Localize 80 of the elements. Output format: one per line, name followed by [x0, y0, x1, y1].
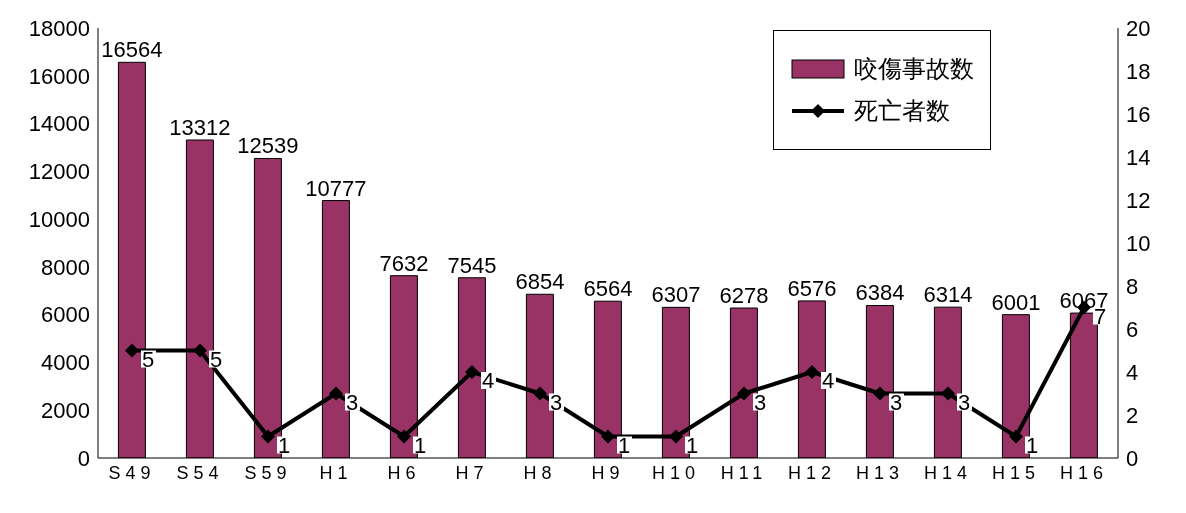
y2-tick-label: 16: [1126, 101, 1151, 127]
y2-tick-label: 14: [1126, 144, 1151, 170]
data-label: 1: [278, 432, 291, 458]
data-label: 1: [414, 432, 427, 458]
y2-tick-label: 6: [1126, 316, 1139, 342]
legend-label: 咬傷事故数: [854, 54, 974, 84]
data-label: 3: [550, 389, 563, 415]
x-tick-label: H11: [720, 462, 768, 483]
point: [601, 429, 615, 444]
point: [805, 365, 819, 379]
data-label: 12539: [237, 133, 299, 159]
data-label: 6307: [651, 282, 701, 308]
data-label: 1: [1026, 432, 1039, 458]
data-label: 6564: [583, 276, 633, 302]
data-label: 3: [346, 389, 359, 415]
data-label: 5: [210, 346, 223, 372]
legend-label: 死亡者数: [854, 96, 950, 126]
point: [261, 429, 275, 444]
y2-tick-label: 2: [1126, 402, 1139, 428]
y-tick-label: 4000: [41, 350, 90, 376]
point: [465, 365, 479, 379]
data-label: 16564: [101, 37, 163, 63]
point: [873, 386, 887, 401]
y-tick-label: 8000: [41, 254, 90, 280]
y-tick-label: 10000: [28, 206, 90, 232]
point: [397, 429, 411, 444]
data-label: 3: [890, 389, 903, 415]
y-tick-label: 6000: [41, 302, 90, 328]
x-tick-label: H14: [923, 462, 973, 483]
point: [737, 386, 751, 401]
y-tick-label: 12000: [28, 159, 90, 185]
data-label: 10777: [305, 175, 367, 201]
x-tick-label: S59: [244, 462, 292, 483]
x-tick-label: H10: [651, 462, 701, 483]
data-label: 3: [958, 389, 971, 415]
x-tick-label: H16: [1059, 462, 1109, 483]
y2-tick-label: 8: [1126, 273, 1139, 299]
x-tick-label: H6: [387, 462, 421, 483]
data-label: 13312: [169, 114, 231, 140]
data-label: 4: [482, 368, 495, 393]
point: [125, 343, 139, 358]
y2-tick-label: 12: [1126, 187, 1151, 213]
x-tick-label: S54: [176, 462, 224, 483]
data-label: 7632: [379, 250, 429, 276]
data-label: 1: [618, 432, 631, 458]
data-label: 6314: [923, 282, 973, 308]
x-tick-label: H12: [787, 462, 837, 483]
data-label: 1: [686, 432, 699, 458]
data-label: 3: [754, 389, 767, 415]
point: [533, 386, 547, 401]
data-label: 6001: [991, 289, 1041, 315]
y-tick-label: 18000: [28, 15, 90, 41]
y-tick-label: 16000: [28, 63, 90, 89]
data-label: 6854: [515, 269, 565, 295]
data-label: 7545: [447, 252, 497, 278]
y-tick-label: 14000: [28, 111, 90, 137]
x-tick-label: H15: [991, 462, 1041, 483]
y2-tick-label: 20: [1126, 15, 1151, 41]
point: [329, 386, 343, 401]
y2-tick-label: 18: [1126, 58, 1151, 84]
point: [1009, 429, 1023, 444]
point: [941, 386, 955, 401]
y-tick-label: 2000: [41, 398, 90, 424]
data-label: 6384: [855, 280, 905, 306]
point: [669, 429, 683, 444]
x-tick-label: H1: [319, 462, 353, 483]
data-label: 5: [142, 346, 155, 372]
x-tick-label: S49: [108, 462, 156, 483]
y-tick-label: 0: [77, 445, 90, 471]
y2-tick-label: 4: [1126, 359, 1139, 385]
x-tick-label: H13: [855, 462, 905, 483]
x-tick-label: H8: [523, 462, 557, 483]
data-label: 4: [822, 368, 835, 393]
data-label: 6576: [787, 275, 837, 301]
y2-tick-label: 0: [1126, 445, 1139, 471]
data-label: 6278: [719, 283, 769, 309]
x-tick-label: H9: [591, 462, 625, 483]
y2-tick-label: 10: [1126, 230, 1151, 256]
point: [193, 343, 207, 358]
x-tick-label: H7: [455, 462, 489, 483]
